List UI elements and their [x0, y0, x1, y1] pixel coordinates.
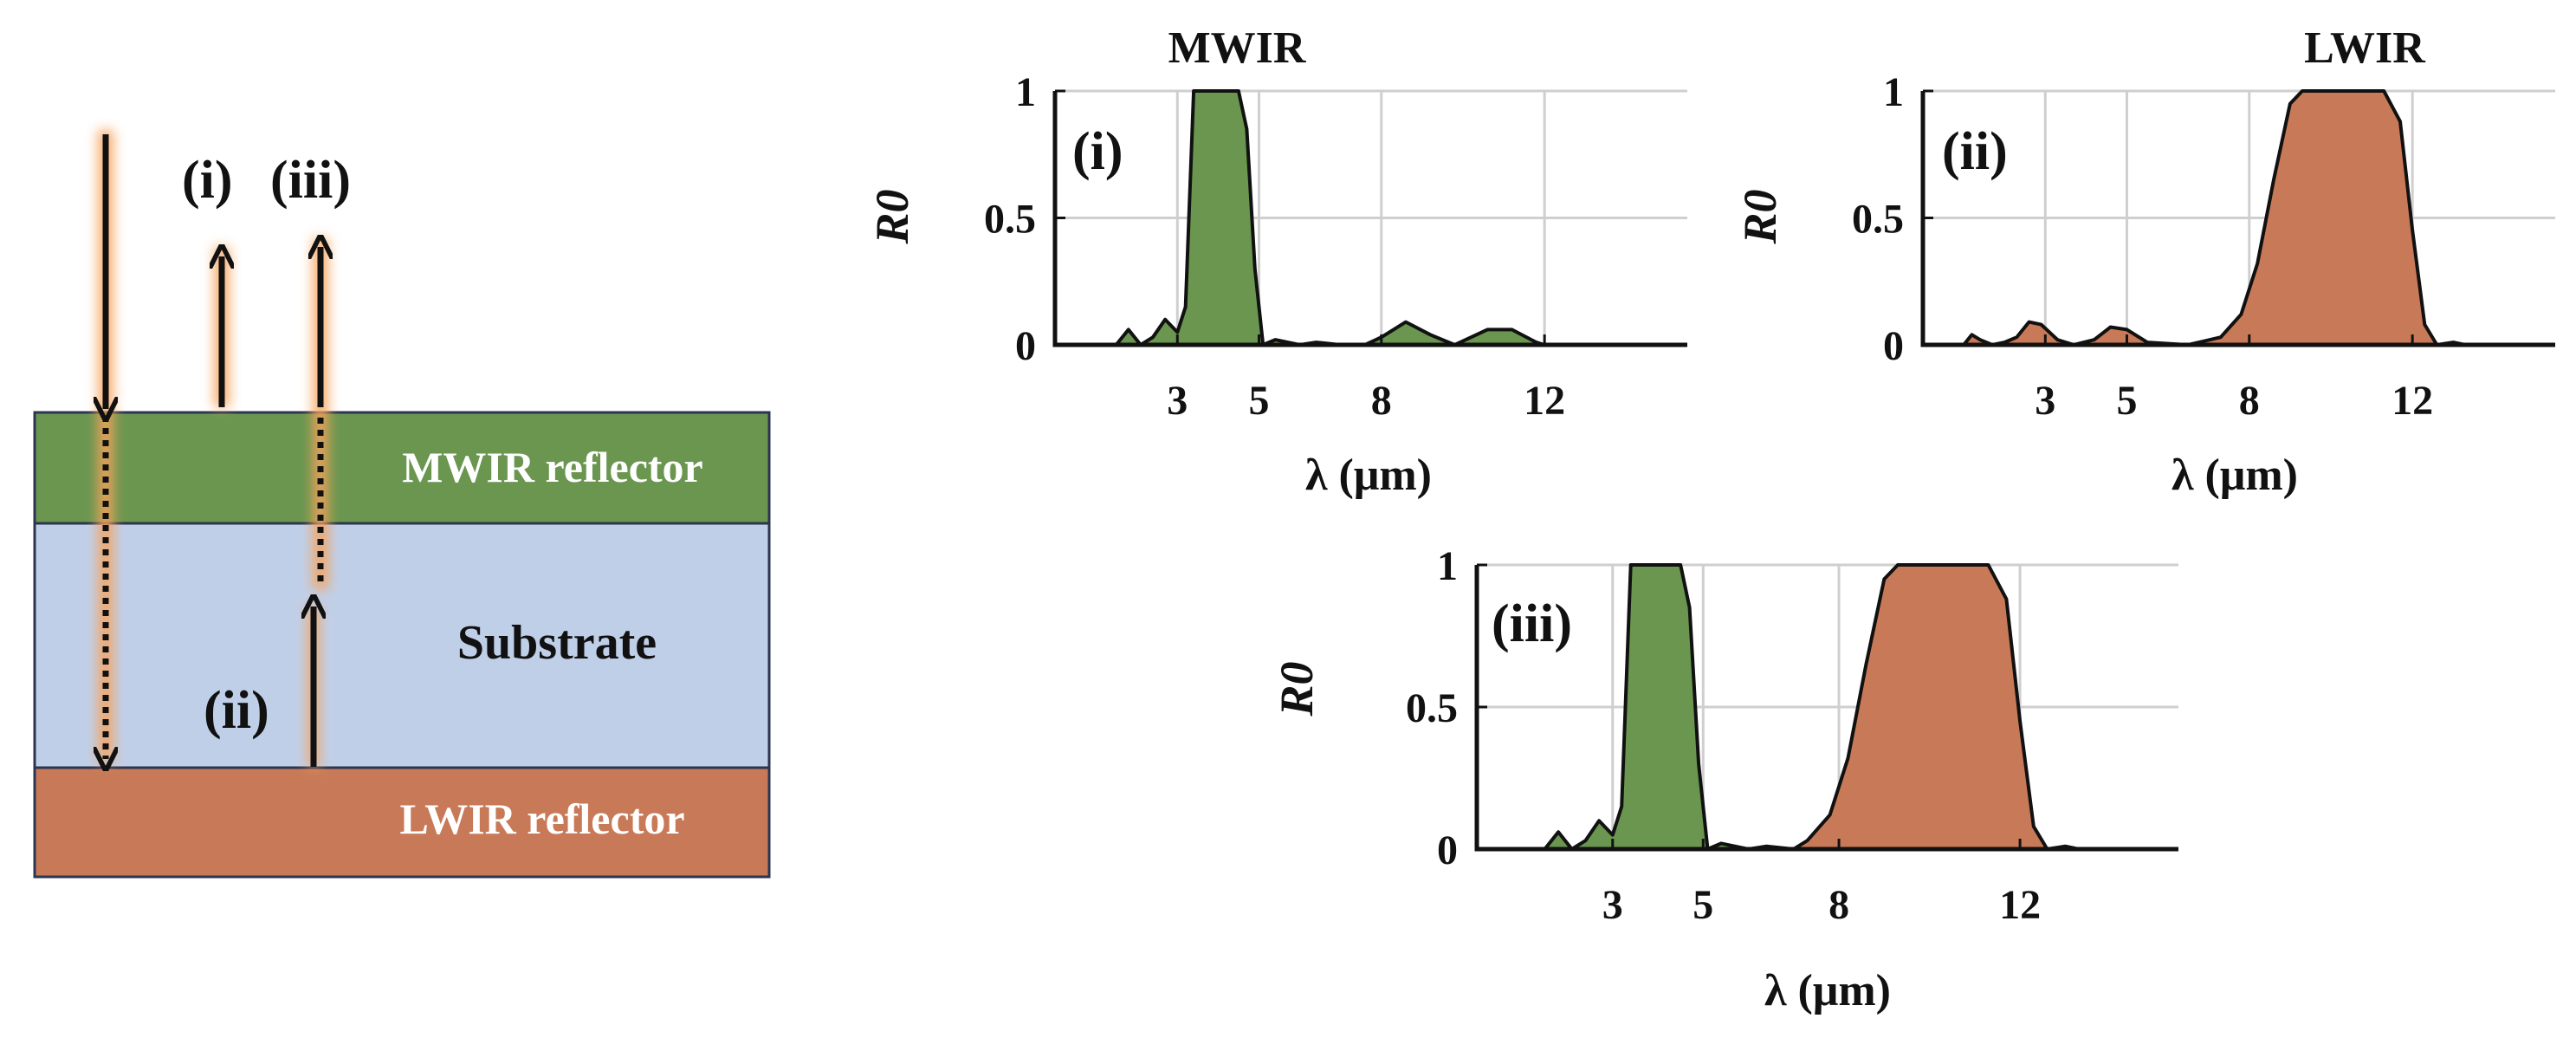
series-area-lwir: [1962, 89, 2468, 347]
y-axis-label-text: R0: [866, 189, 918, 244]
mwir-reflector-layer: [33, 411, 771, 525]
beam-label-ii: (ii): [204, 681, 269, 740]
y-tick-label: 0.5: [1852, 197, 1904, 243]
panel-label: (iii): [1492, 594, 1572, 653]
y-axis-label-text: R0: [1734, 189, 1786, 244]
lwir-reflector-layer: [33, 766, 771, 879]
x-axis-label: λ (μm): [1764, 966, 1891, 1015]
chart-combined: (iii) R0 λ (μm) 3 5 8 12 0 0.5 1: [1271, 543, 2178, 1015]
y-tick-label: 0.5: [1406, 685, 1458, 731]
substrate-layer: [33, 522, 771, 769]
svg-text:R0: R0: [866, 189, 918, 244]
x-tick-label: 8: [2239, 378, 2260, 424]
y-tick-label: 0.5: [984, 197, 1036, 243]
y-tick-label: 1: [1437, 543, 1458, 589]
series-area-mwir: [1094, 89, 1547, 347]
x-axis-label: λ (μm): [2171, 451, 2298, 500]
chart-mwir: MWIR (i) R0 λ (μm) 3 5 8 12 0 0.5 1: [866, 23, 1687, 500]
x-tick-label: 5: [1693, 882, 1713, 928]
svg-text:R0: R0: [1271, 661, 1323, 717]
y-tick-label: 0: [1437, 827, 1458, 873]
y-axis-label: R0: [866, 189, 918, 244]
x-axis-label: λ (μm): [1305, 451, 1432, 500]
chart-lwir: LWIR (ii) R0 λ (μm) 3 5 8 12 0 0.5 1: [1734, 23, 2555, 500]
x-tick-label: 3: [1602, 882, 1623, 928]
x-tick-label: 3: [2035, 378, 2055, 424]
x-tick-label: 3: [1167, 378, 1188, 424]
chart-title: MWIR: [1168, 23, 1307, 73]
lwir-reflector-label: LWIR reflector: [399, 795, 684, 843]
x-tick-label: 12: [1524, 378, 1565, 424]
beam-label-iii: (iii): [270, 151, 351, 210]
substrate-label: Substrate: [457, 616, 657, 670]
y-tick-label: 1: [1883, 69, 1904, 115]
x-tick-label: 8: [1828, 882, 1849, 928]
y-tick-label: 0: [1015, 323, 1036, 369]
schematic: MWIR reflector Substrate LWIR reflector …: [33, 130, 771, 879]
y-axis-label: R0: [1271, 661, 1323, 717]
x-tick-label: 8: [1371, 378, 1392, 424]
x-tick-label: 12: [2392, 378, 2433, 424]
x-tick-label: 5: [2116, 378, 2137, 424]
x-tick-label: 5: [1248, 378, 1269, 424]
beam-label-i: (i): [182, 151, 233, 210]
y-tick-label: 0: [1883, 323, 1904, 369]
y-tick-label: 1: [1015, 69, 1036, 115]
panel-label: (i): [1072, 122, 1123, 181]
x-tick-label: 12: [1999, 882, 2041, 928]
panel-label: (ii): [1942, 122, 2008, 181]
chart-title: LWIR: [2304, 23, 2426, 73]
svg-text:R0: R0: [1734, 189, 1786, 244]
y-axis-label: R0: [1734, 189, 1786, 244]
series-area-lwir: [1791, 563, 2081, 851]
mwir-reflector-label: MWIR reflector: [402, 443, 703, 491]
y-axis-label-text: R0: [1271, 661, 1323, 717]
